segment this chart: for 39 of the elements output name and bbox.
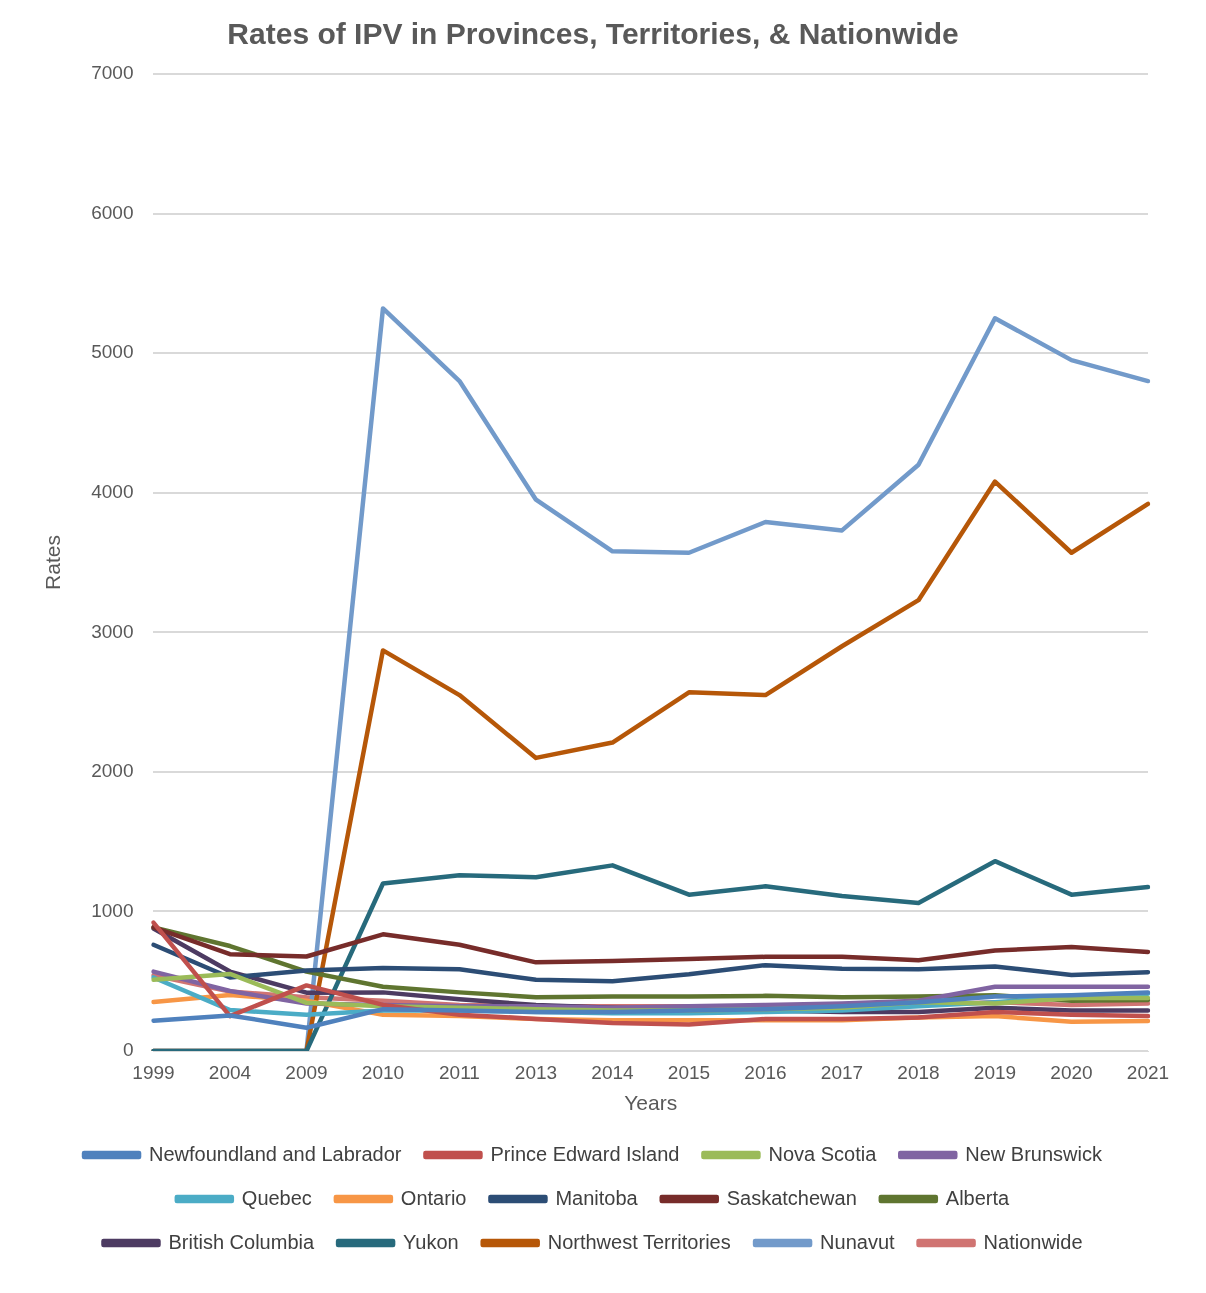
y-tick-label: 6000 [91,201,134,223]
legend-label: Newfoundland and Labrador [149,1142,402,1165]
x-tick-label: 2016 [744,1061,787,1083]
legend-label: Alberta [945,1186,1011,1209]
x-tick-label: 2018 [897,1061,940,1083]
chart-title: Rates of IPV in Provinces, Territories, & Nationwide [227,17,959,51]
legend-label: New Brunswick [965,1142,1103,1165]
legend-label: Yukon [403,1230,459,1253]
x-tick-label: 2017 [820,1061,864,1083]
y-tick-label: 7000 [91,62,134,84]
x-tick-label: 2009 [285,1061,328,1083]
legend-label: Ontario [400,1186,467,1209]
y-tick-label: 3000 [91,620,134,642]
x-tick-label: 2014 [591,1061,635,1083]
x-tick-label: 2019 [973,1061,1017,1083]
x-tick-label: 2021 [1126,1061,1170,1083]
x-tick-label: 2015 [667,1061,711,1083]
legend-label: Quebec [241,1186,312,1209]
legend-label: Manitoba [555,1186,639,1209]
y-tick-label: 2000 [91,760,134,782]
x-tick-label: 2020 [1050,1061,1093,1083]
x-tick-label: 2013 [514,1061,558,1083]
y-tick-label: 1000 [91,899,134,921]
legend-label: British Columbia [168,1230,315,1253]
legend-label: Northwest Territories [547,1230,731,1253]
x-axis-title: Years [624,1091,678,1115]
legend-label: Nationwide [983,1230,1083,1253]
legend-label: Saskatchewan [726,1186,857,1209]
y-tick-label: 0 [122,1039,134,1061]
legend-label: Nova Scotia [768,1142,878,1165]
y-tick-label: 5000 [91,341,134,363]
legend-label: Prince Edward Island [490,1142,680,1165]
x-tick-label: 1999 [132,1061,175,1083]
x-tick-label: 2011 [439,1061,480,1083]
y-axis-title: Rates [41,535,65,590]
legend-label: Nunavut [820,1230,896,1253]
x-tick-label: 2010 [361,1061,405,1083]
x-tick-label: 2004 [208,1061,252,1083]
y-tick-label: 4000 [91,480,134,502]
